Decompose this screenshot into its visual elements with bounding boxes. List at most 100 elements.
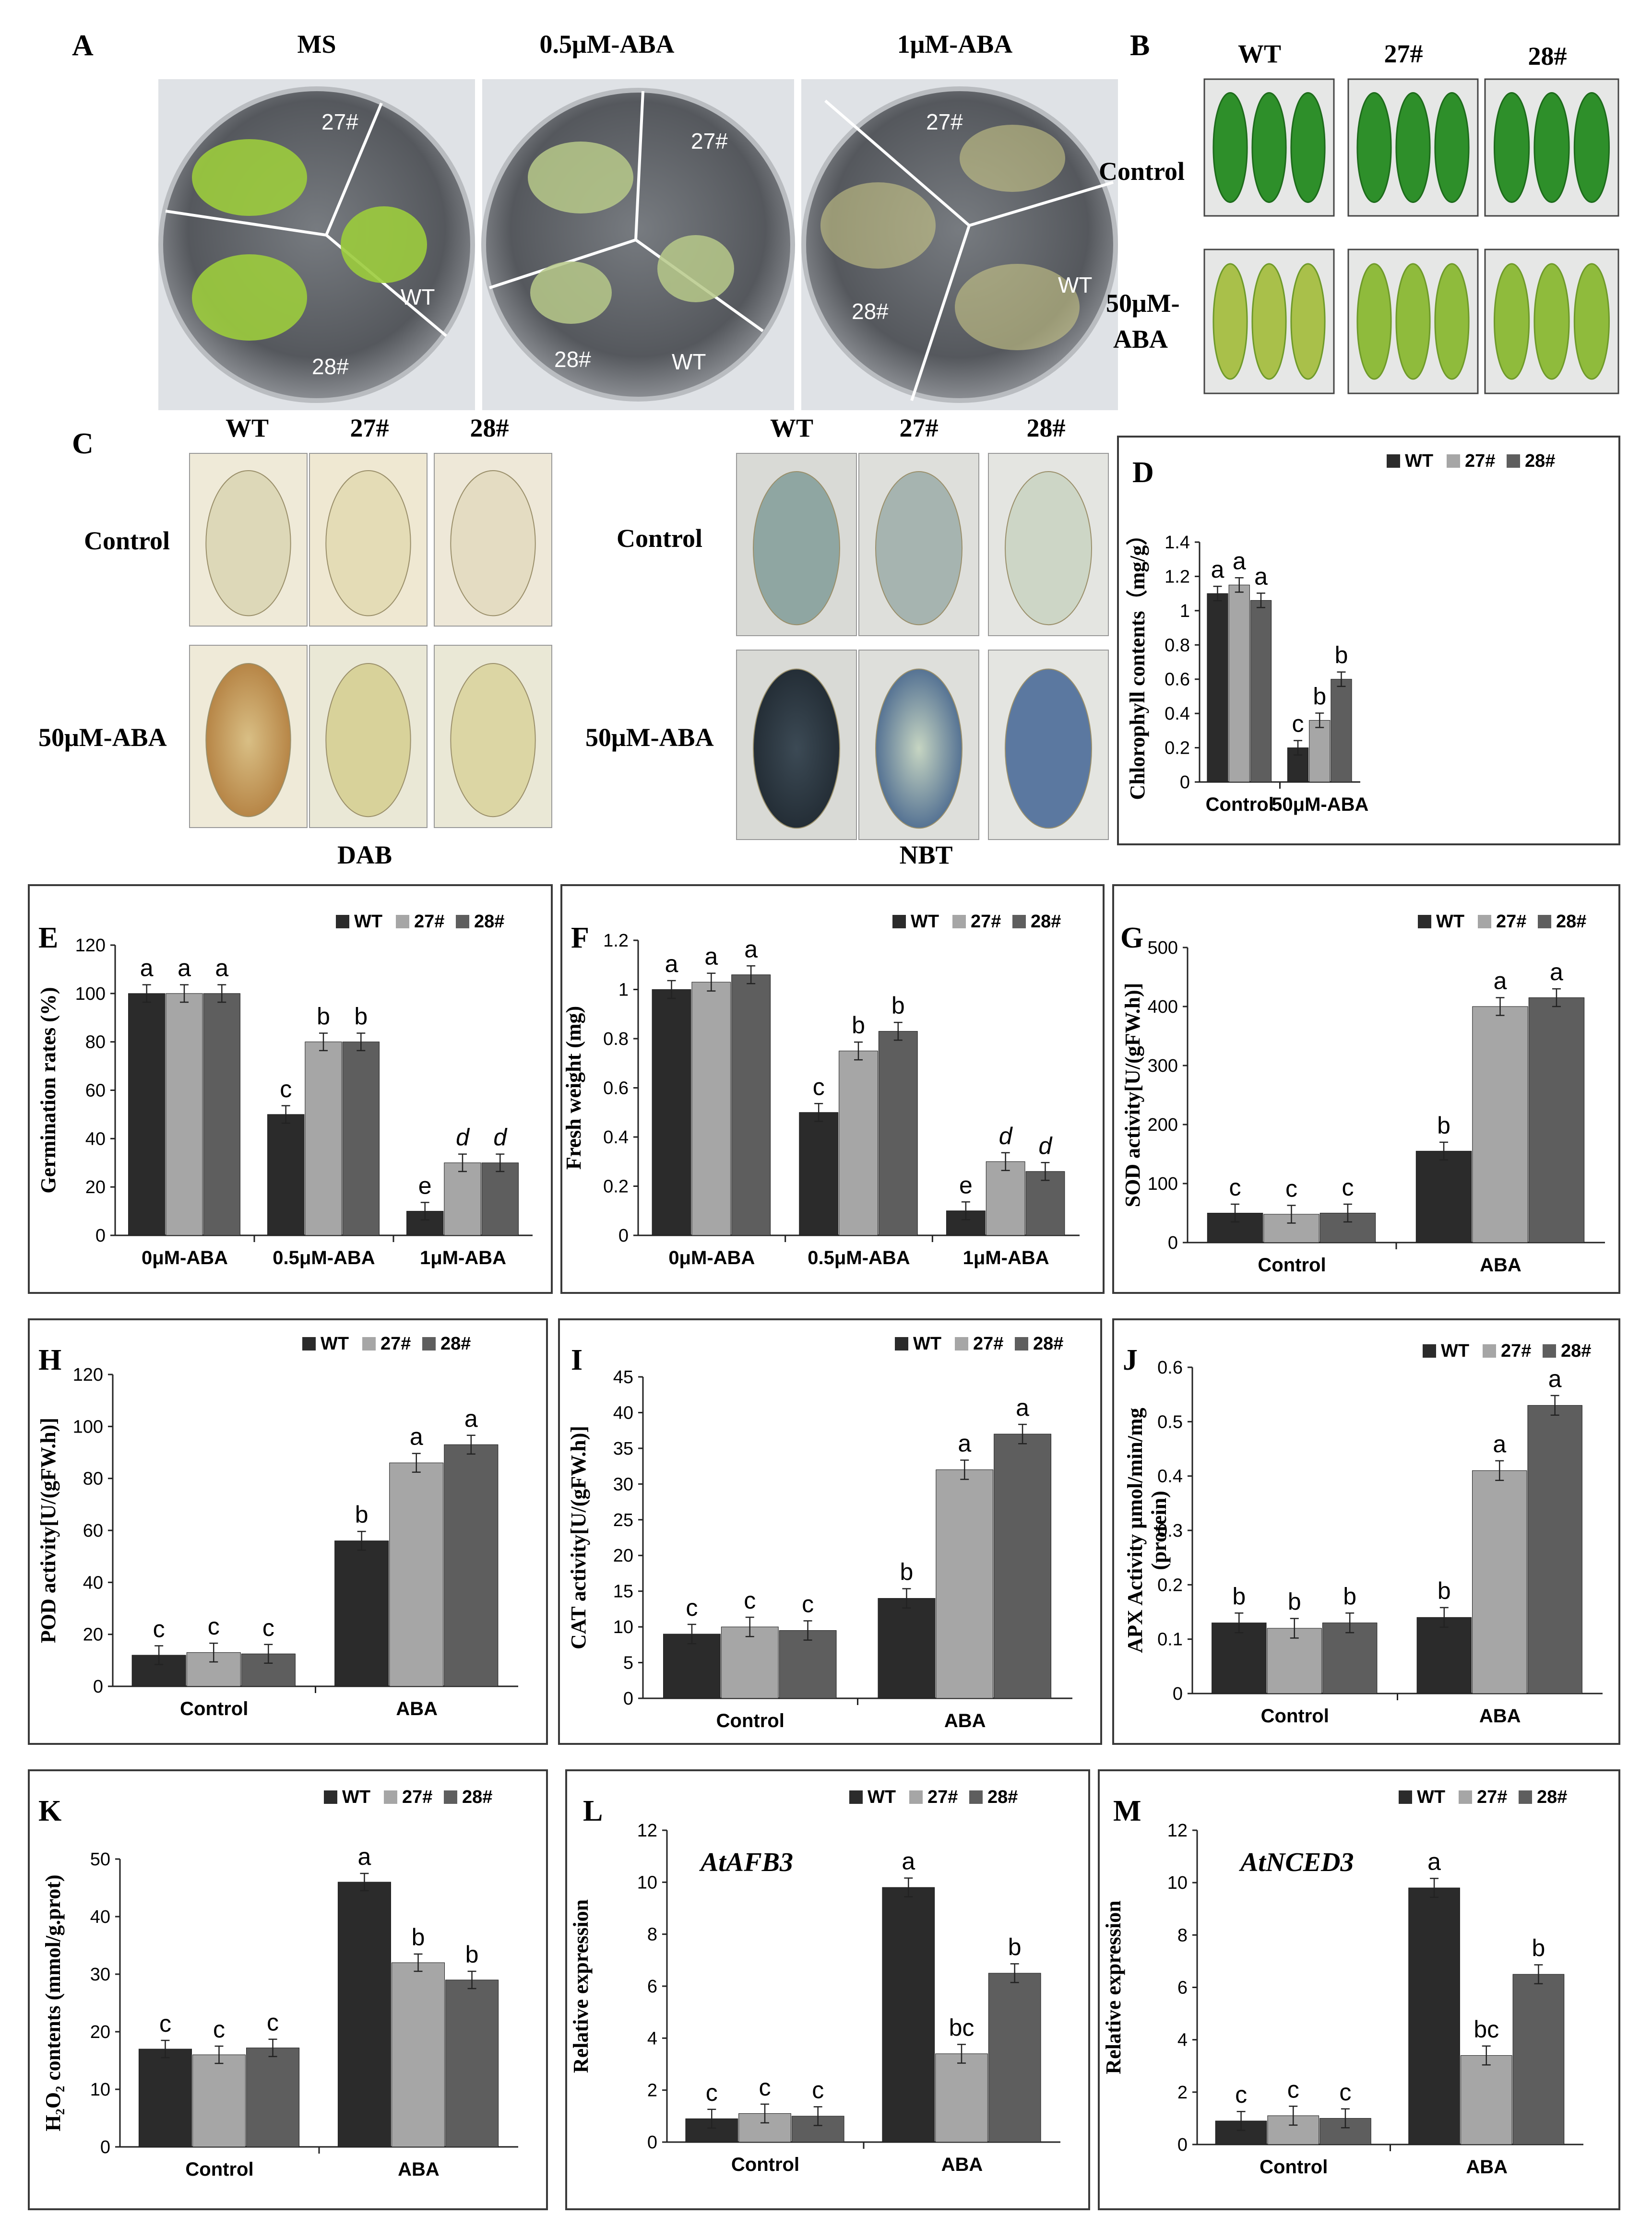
panel-c-dab-col-27: 27# [350,414,389,442]
legend-entry: 28# [1561,1341,1591,1361]
chart-frame [28,884,553,1294]
bar [1212,1623,1267,1694]
legend-entry: WT [1417,1787,1445,1807]
legend-swatch [1483,1344,1496,1358]
panel-c-nbt-col-wt: WT [770,414,813,442]
stained-leaf [875,668,963,829]
y-tick-label: 8 [1177,1925,1188,1945]
legend-entry: WT [913,1334,941,1354]
panel-b-row-control: Control [1099,157,1185,186]
y-tick-label: 0.8 [603,1029,629,1049]
significance-letter: b [354,1003,368,1030]
y-tick-label: 1.2 [1165,567,1190,587]
plate-1aba-label-27: 27# [926,109,963,134]
panel-c-nbt-row-control: Control [617,524,702,553]
significance-letter: c [686,1594,698,1621]
plate-ms-label-wt: WT [401,284,435,309]
bar [1322,1623,1378,1694]
bar [652,989,691,1236]
panel-letter: J [1123,1344,1138,1376]
legend-swatch [336,915,349,928]
legend-entry: 27# [1465,451,1495,471]
y-tick-label: 400 [1148,997,1178,1017]
y-tick-label: 25 [613,1510,633,1530]
significance-letter: b [1335,642,1348,669]
significance-letter: c [759,2074,771,2101]
significance-letter: a [744,936,758,962]
legend-swatch [324,1790,337,1804]
bar [1267,1628,1322,1694]
y-tick-label: 60 [85,1081,106,1101]
significance-letter: a [1254,563,1268,590]
legend-entry: 27# [971,912,1001,932]
panel-b-col-wt: WT [1238,39,1281,68]
leaf-shape [1533,263,1570,380]
chart-panel-h: H 0 20 40 60 80 100 120 POD activity[U/(gFW.h)] W… [28,1318,548,1745]
legend-entry: WT [868,1787,896,1807]
significance-letter: a [464,1405,478,1432]
leaf-shape [1434,263,1470,380]
chart-frame [1112,1318,1620,1745]
panel-letter: E [38,922,58,954]
stained-leaf [205,470,291,616]
bar [1416,1617,1472,1694]
y-tick-label: 0 [1173,1684,1183,1704]
legend-swatch [1538,915,1551,928]
legend-entry: WT [342,1787,370,1807]
legend-swatch [1459,1790,1472,1804]
chart-frame [28,1318,548,1745]
panel-a: A MS 0.5μM-ABA 1μM-ABA 27# WT 28# [72,29,1118,410]
legend-entry: 27# [973,1334,1003,1354]
legend-entry: 27# [927,1787,958,1807]
bar [267,1114,305,1236]
panel-c: C WT 27# 28# WT 27# 28# Control 50μM-ABA… [38,414,1109,869]
significance-letter: c [1285,1175,1297,1202]
y-tick-label: 10 [1167,1873,1188,1893]
x-tick-label: ABA [398,2159,440,2180]
y-axis-label: APX Activity μmol/min/mg [1123,1408,1147,1653]
y-tick-label: 0 [1168,1233,1178,1253]
significance-letter: c [153,1616,165,1643]
y-tick-label: 5 [623,1653,633,1673]
bar [1207,593,1228,782]
panel-c-nbt-row-aba: 50μM-ABA [585,723,714,752]
legend-entry: 28# [1537,1787,1567,1807]
plate-ms: 27# WT 28# [158,79,475,410]
y-tick-label: 0.4 [1165,704,1190,724]
y-tick-label: 30 [613,1474,633,1494]
y-tick-label: 0 [623,1689,633,1709]
significance-letter: b [1343,1583,1356,1610]
significance-letter: c [1339,2079,1351,2106]
legend-swatch [1012,915,1026,928]
significance-letter: a [1494,968,1507,995]
y-axis-label: Germination rates (%) [36,987,60,1193]
leaf-shape [1395,263,1431,380]
significance-letter: a [1016,1394,1029,1421]
bar [936,1469,994,1699]
bar [1331,679,1352,782]
panel-c-stain-tiles [189,453,1109,840]
significance-letter: a [1550,959,1563,985]
legend-swatch [1507,454,1520,468]
bar [1408,1887,1460,2145]
bar [334,1540,389,1687]
panel-letter: L [583,1795,603,1827]
leaf-shape [1212,263,1248,380]
y-tick-label: 0.8 [1165,635,1190,655]
significance-letter: e [959,1172,973,1198]
chart-panel-g: G 0 100 200 300 400 500 SOD activity[U/(gFW.h)]… [1112,884,1620,1294]
y-tick-label: 6 [647,1977,657,1997]
bar [1460,2055,1512,2145]
significance-letter: c [1229,1174,1241,1201]
x-tick-label: 0.5μM-ABA [273,1247,375,1268]
significance-letter: e [418,1172,432,1199]
leaf-shape [1533,92,1570,203]
significance-letter: c [1235,2081,1247,2108]
legend-swatch [1015,1337,1028,1351]
panel-letter: F [571,922,589,954]
chart-panel-f: F 0 0.2 0.4 0.6 0.8 1 1.2 Fresh weight (mg) WT 27#… [560,884,1105,1294]
y-axis-label: Relative expression [1102,1900,1125,2074]
y-tick-label: 45 [613,1367,633,1387]
y-tick-label: 0.2 [1165,738,1190,758]
significance-letter: b [1532,1935,1545,1962]
